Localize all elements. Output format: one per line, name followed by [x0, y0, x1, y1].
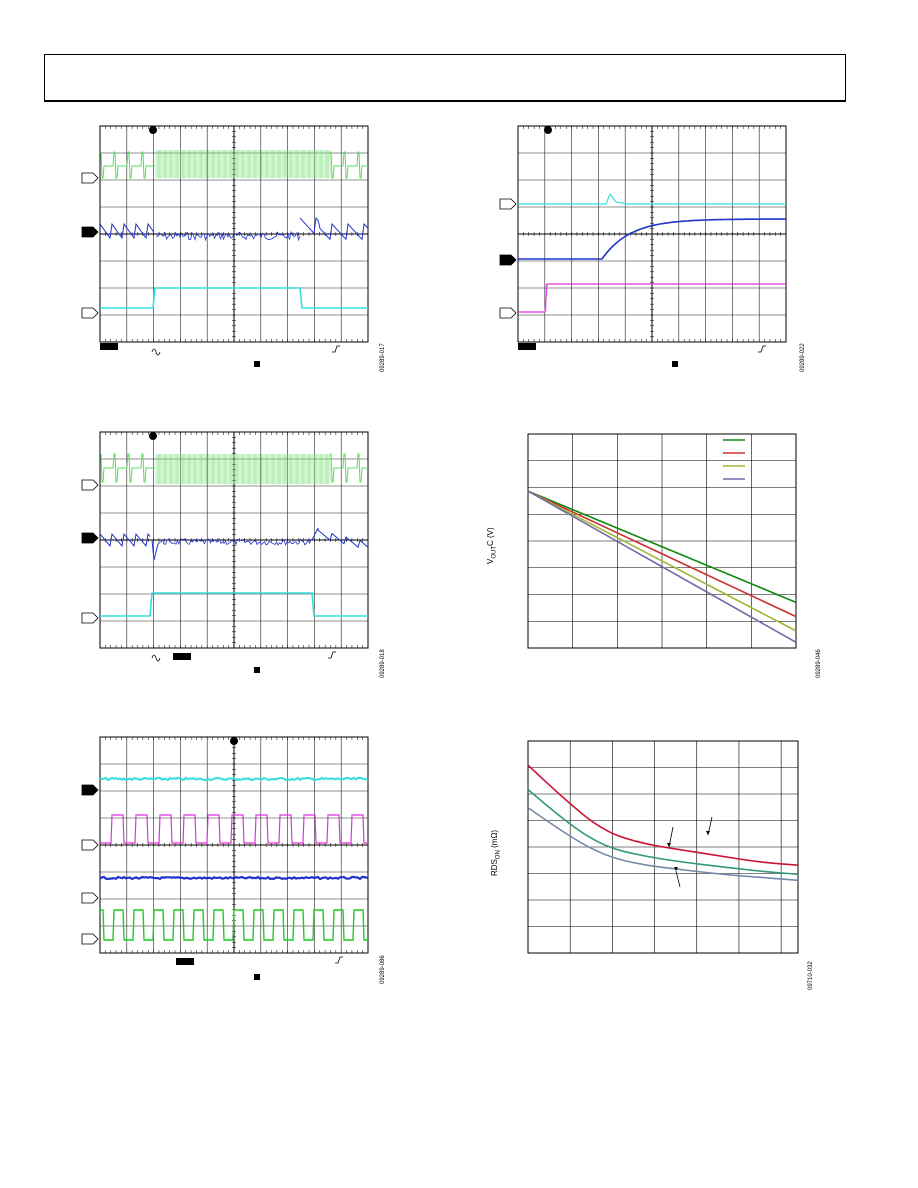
scope3-trace-blue-dip	[151, 539, 159, 561]
scope1-ch-marker-2	[81, 226, 99, 238]
figure-code-2: 09289-022	[800, 343, 806, 372]
vout-plot-svg	[527, 433, 797, 649]
scope1-trigger-marker	[149, 126, 157, 134]
scope4-marker-bottom	[254, 974, 260, 980]
scope2-ch-marker-2	[499, 254, 517, 266]
scope3-trace-cyan	[100, 592, 368, 617]
scope1-ac-symbol	[151, 348, 161, 356]
scope1-trace-green-left	[100, 151, 155, 179]
scope3-trace-blue-left	[99, 532, 151, 548]
vout-panel	[480, 428, 810, 678]
figure-code-3: 09289-018	[380, 649, 386, 678]
scope-4-svg	[81, 736, 369, 980]
scope4-ch-marker-1	[81, 784, 99, 796]
rdson-series-3	[527, 806, 799, 882]
rdson-ylabel: RDSON (mΩ)	[490, 829, 502, 876]
scope-3-svg	[81, 431, 369, 673]
scope1-trace-cyan	[100, 287, 368, 309]
page-header-box	[44, 54, 846, 102]
scope-panel-4	[80, 735, 380, 990]
scope4-ch-marker-2	[81, 839, 99, 851]
scope2-trace-blue	[518, 218, 786, 260]
rdson-panel	[480, 735, 810, 990]
scope1-trace-green-right	[330, 151, 368, 179]
scope1-trace-blue-left	[99, 222, 155, 240]
scope3-trace-green-right	[330, 453, 368, 483]
rdson-arrow-3-head	[674, 867, 678, 871]
scope4-ch-marker-4	[81, 933, 99, 945]
vout-ylabel: VOUTC (V)	[486, 527, 498, 564]
scope3-ch-marker-1	[81, 479, 99, 491]
rdson-arrow-2-head	[667, 843, 671, 847]
scope1-ch-box	[100, 343, 118, 350]
scope-panel-2	[498, 122, 798, 372]
scope3-marker-bottom	[254, 667, 260, 673]
scope1-trace-blue-mid	[155, 230, 301, 242]
scope1-edge-symbol	[332, 345, 340, 353]
scope-panel-3	[80, 428, 380, 678]
scope3-trace-blue-right	[311, 527, 369, 549]
scope4-trace-blue	[99, 875, 369, 881]
scope3-trace-blue-mid	[157, 538, 312, 546]
scope3-ch-box	[173, 653, 191, 660]
rdson-series-2	[527, 788, 799, 876]
scope2-marker-bottom	[672, 361, 678, 367]
scope4-trace-green	[100, 909, 368, 941]
scope3-ch-marker-2	[81, 532, 99, 544]
scope4-trigger-marker	[230, 737, 238, 745]
scope4-ch-box	[176, 958, 194, 965]
scope1-ch-marker-3	[81, 307, 99, 319]
scope1-marker-bottom	[254, 361, 260, 367]
scope-2-svg	[499, 125, 787, 367]
rdson-series-1	[527, 764, 799, 866]
scope3-ac-symbol	[151, 654, 161, 662]
scope4-trace-magenta	[100, 814, 368, 844]
scope4-ch-marker-3	[81, 892, 99, 904]
scope4-trace-cyan	[99, 776, 369, 782]
scope2-trace-cyan	[518, 192, 786, 205]
scope2-edge-symbol	[758, 345, 766, 353]
rdson-plot-svg	[527, 740, 799, 954]
scope1-trace-blue-right	[299, 216, 369, 241]
scope4-edge-symbol	[335, 956, 343, 964]
rdson-arrow-1-head	[706, 831, 710, 835]
scope2-ch-box	[518, 343, 536, 350]
rdson-arrow-3	[675, 870, 681, 888]
figure-code-5: 09289-086	[380, 955, 386, 984]
scope3-trigger-marker	[149, 432, 157, 440]
scope3-trace-green-left	[100, 453, 155, 483]
scope-panel-1	[80, 122, 380, 372]
scope2-ch-marker-3	[499, 307, 517, 319]
vout-series-1	[527, 490, 797, 604]
scope1-ch-marker-1	[81, 172, 99, 184]
scope-1-svg	[81, 125, 369, 367]
scope3-ch-marker-3	[81, 612, 99, 624]
vout-series-2	[527, 490, 797, 618]
scope2-trigger-marker	[544, 126, 552, 134]
scope2-ch-marker-1	[499, 198, 517, 210]
vout-series-3	[527, 490, 797, 632]
scope3-edge-symbol	[328, 651, 336, 659]
figure-code-1: 09289-017	[380, 343, 386, 372]
figure-code-6: 09710-032	[808, 961, 814, 990]
vout-series-4	[527, 490, 797, 643]
figure-code-4: 09289-046	[816, 649, 822, 678]
